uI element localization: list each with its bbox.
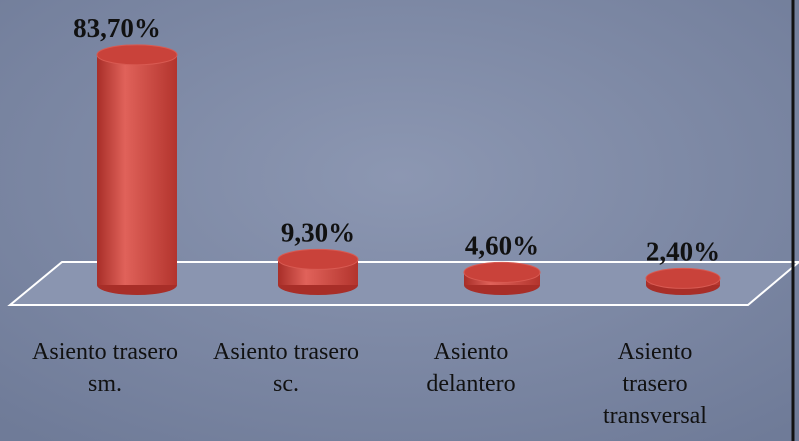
value-label: 4,60% <box>465 230 539 260</box>
cylinder-top <box>463 261 541 283</box>
cylinder-top <box>96 44 178 66</box>
cylinder <box>96 44 178 295</box>
value-label: 9,30% <box>281 217 355 247</box>
floor <box>7 261 799 306</box>
cylinder <box>463 261 541 295</box>
category-label: Asiento delantero <box>426 339 516 397</box>
value-label: 83,70% <box>73 13 161 43</box>
cylinder-top <box>645 267 721 289</box>
cylinder <box>277 248 359 295</box>
cylinder-top <box>277 248 359 270</box>
category-label: Asiento trasero transversal <box>603 339 707 429</box>
cylinder <box>645 267 721 295</box>
category-label: Asiento trasero sc. <box>213 339 359 397</box>
value-label: 2,40% <box>646 236 720 266</box>
category-label: Asiento trasero sm. <box>32 339 178 397</box>
cylinder-body <box>97 54 177 286</box>
